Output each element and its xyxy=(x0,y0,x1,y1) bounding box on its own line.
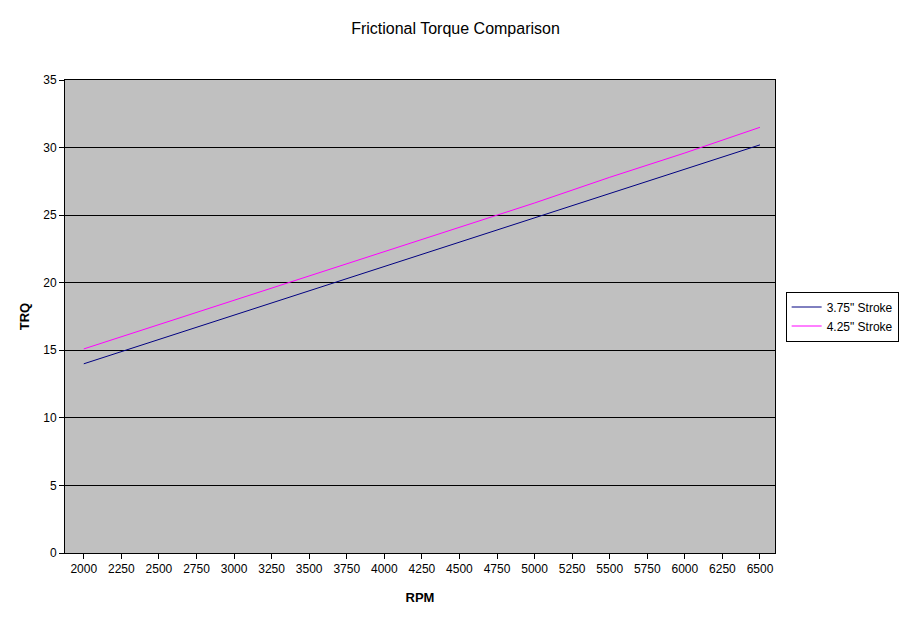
svg-text:6500: 6500 xyxy=(747,562,774,576)
svg-text:3.75" Stroke: 3.75" Stroke xyxy=(827,301,893,315)
svg-text:35: 35 xyxy=(43,73,57,87)
svg-text:4.25" Stroke: 4.25" Stroke xyxy=(827,320,893,334)
svg-text:2500: 2500 xyxy=(146,562,173,576)
svg-text:20: 20 xyxy=(43,276,57,290)
svg-text:5000: 5000 xyxy=(521,562,548,576)
svg-text:4000: 4000 xyxy=(371,562,398,576)
svg-text:5250: 5250 xyxy=(559,562,586,576)
svg-text:3000: 3000 xyxy=(221,562,248,576)
svg-text:5: 5 xyxy=(50,479,57,493)
svg-text:25: 25 xyxy=(43,208,57,222)
svg-text:5750: 5750 xyxy=(634,562,661,576)
svg-text:4250: 4250 xyxy=(409,562,436,576)
svg-text:3500: 3500 xyxy=(296,562,323,576)
svg-text:2000: 2000 xyxy=(70,562,97,576)
svg-text:RPM: RPM xyxy=(406,590,435,605)
svg-text:4500: 4500 xyxy=(446,562,473,576)
svg-text:3750: 3750 xyxy=(333,562,360,576)
svg-text:2250: 2250 xyxy=(108,562,135,576)
svg-text:10: 10 xyxy=(43,411,57,425)
svg-text:15: 15 xyxy=(43,343,57,357)
svg-text:Frictional Torque Comparison: Frictional Torque Comparison xyxy=(351,20,560,37)
svg-text:3250: 3250 xyxy=(258,562,285,576)
svg-text:6250: 6250 xyxy=(709,562,736,576)
svg-text:5500: 5500 xyxy=(596,562,623,576)
svg-text:6000: 6000 xyxy=(671,562,698,576)
svg-text:0: 0 xyxy=(50,546,57,560)
svg-text:30: 30 xyxy=(43,141,57,155)
svg-text:2750: 2750 xyxy=(183,562,210,576)
svg-text:4750: 4750 xyxy=(484,562,511,576)
svg-text:TRQ: TRQ xyxy=(17,303,32,330)
